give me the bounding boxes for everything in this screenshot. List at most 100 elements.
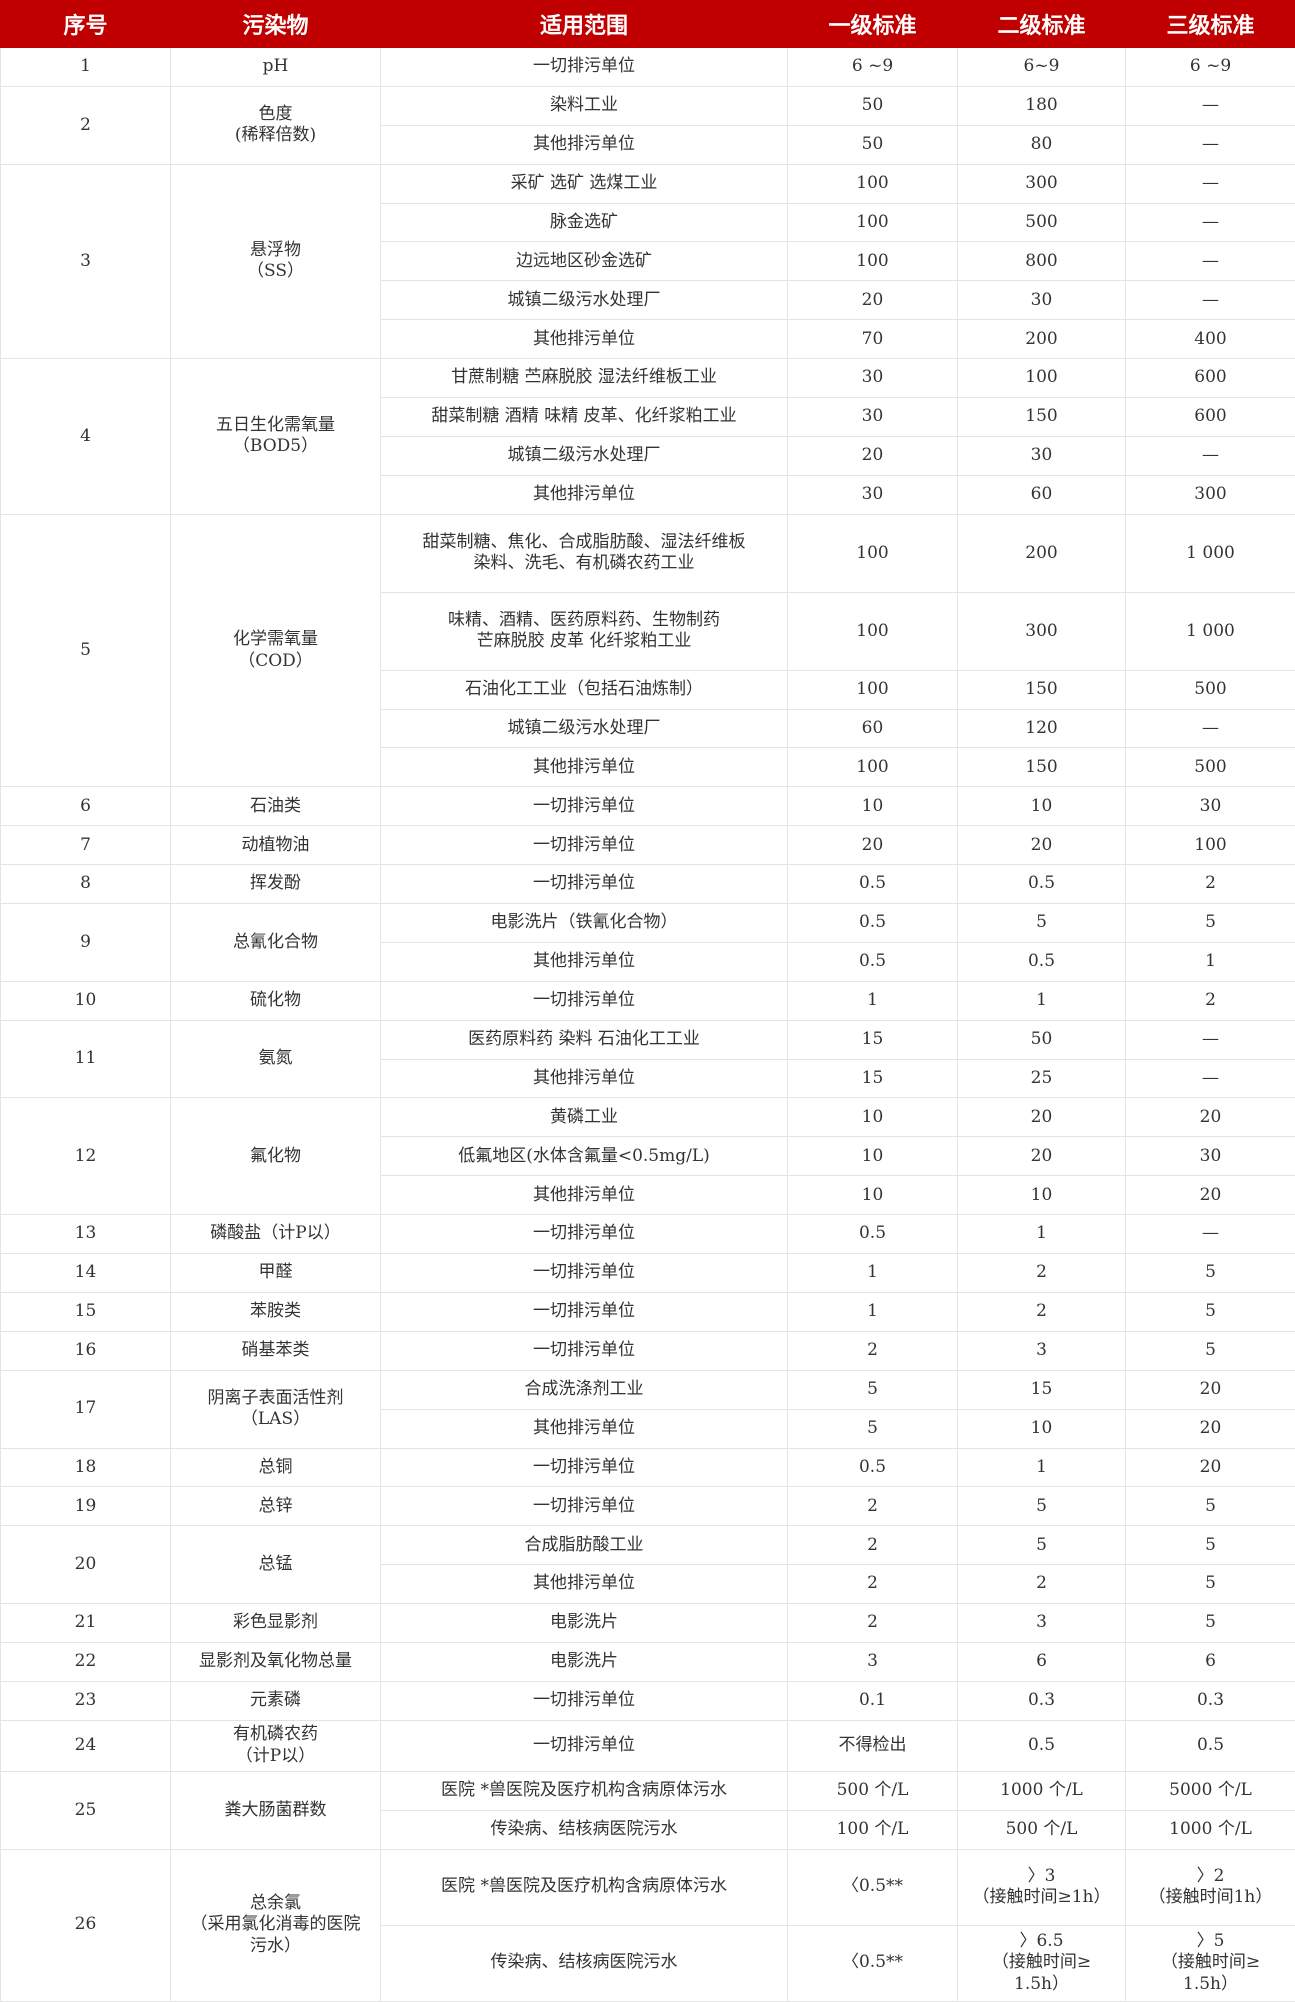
level2-value: 80 xyxy=(958,125,1126,164)
level1-value: 10 xyxy=(788,1176,958,1215)
pollutant-name: 动植物油 xyxy=(171,826,381,865)
level1-value: 0.5 xyxy=(788,1215,958,1254)
level2-value: 5 xyxy=(958,1487,1126,1526)
level1-value: 100 xyxy=(788,242,958,281)
level2-value: 5 xyxy=(958,1526,1126,1565)
row-number: 23 xyxy=(1,1681,171,1720)
scope-cell: 医药原料药 染料 石油化工工业 xyxy=(381,1020,788,1059)
level2-value: 〉6.5 （接触时间≥ 1.5h） xyxy=(958,1925,1126,2001)
level1-value: 0.5 xyxy=(788,942,958,981)
level2-value: 120 xyxy=(958,709,1126,748)
level1-value: 0.1 xyxy=(788,1681,958,1720)
level3-value: 20 xyxy=(1126,1370,1295,1409)
pollutant-name: 总铜 xyxy=(171,1448,381,1487)
scope-cell: 一切排污单位 xyxy=(381,1487,788,1526)
scope-cell: 其他排污单位 xyxy=(381,125,788,164)
level2-value: 500 xyxy=(958,203,1126,242)
level2-value: 150 xyxy=(958,670,1126,709)
level3-value: 5 xyxy=(1126,1604,1295,1643)
scope-cell: 脉金选矿 xyxy=(381,203,788,242)
header-no: 序号 xyxy=(1,1,171,48)
header-scope: 适用范围 xyxy=(381,1,788,48)
level3-value: — xyxy=(1126,125,1295,164)
level3-value: 1 xyxy=(1126,942,1295,981)
level1-value: 100 xyxy=(788,203,958,242)
level2-value: 30 xyxy=(958,436,1126,475)
scope-cell: 一切排污单位 xyxy=(381,865,788,904)
level3-value: 2 xyxy=(1126,865,1295,904)
level1-value: 5 xyxy=(788,1370,958,1409)
level1-value: 0.5 xyxy=(788,904,958,943)
pollutant-name: 总锰 xyxy=(171,1526,381,1604)
scope-cell: 采矿 选矿 选煤工业 xyxy=(381,164,788,203)
level3-value: 5 xyxy=(1126,1487,1295,1526)
row-number: 10 xyxy=(1,981,171,1020)
level1-value: 20 xyxy=(788,826,958,865)
level1-value: 20 xyxy=(788,281,958,320)
level2-value: 10 xyxy=(958,787,1126,826)
scope-cell: 甜菜制糖 酒精 味精 皮革、化纤浆粕工业 xyxy=(381,398,788,437)
level2-value: 0.5 xyxy=(958,1720,1126,1771)
level1-value: 10 xyxy=(788,1098,958,1137)
level2-value: 150 xyxy=(958,398,1126,437)
level2-value: 6~9 xyxy=(958,48,1126,87)
level3-value: 20 xyxy=(1126,1176,1295,1215)
level3-value: 400 xyxy=(1126,320,1295,359)
level3-value: 5000 个/L xyxy=(1126,1771,1295,1810)
level3-value: 5 xyxy=(1126,1526,1295,1565)
level2-value: 180 xyxy=(958,86,1126,125)
level2-value: 500 个/L xyxy=(958,1810,1126,1849)
row-number: 19 xyxy=(1,1487,171,1526)
level2-value: 3 xyxy=(958,1604,1126,1643)
scope-cell: 一切排污单位 xyxy=(381,1681,788,1720)
row-number: 9 xyxy=(1,904,171,982)
scope-cell: 一切排污单位 xyxy=(381,787,788,826)
level3-value: — xyxy=(1126,436,1295,475)
level2-value: 10 xyxy=(958,1176,1126,1215)
row-number: 20 xyxy=(1,1526,171,1604)
scope-cell: 甘蔗制糖 苎麻脱胶 湿法纤维板工业 xyxy=(381,359,788,398)
level2-value: 1000 个/L xyxy=(958,1771,1126,1810)
pollutant-name: 总锌 xyxy=(171,1487,381,1526)
level2-value: 0.5 xyxy=(958,865,1126,904)
level1-value: 100 xyxy=(788,164,958,203)
level3-value: 1000 个/L xyxy=(1126,1810,1295,1849)
scope-cell: 传染病、结核病医院污水 xyxy=(381,1810,788,1849)
level3-value: — xyxy=(1126,281,1295,320)
row-number: 8 xyxy=(1,865,171,904)
level3-value: — xyxy=(1126,242,1295,281)
level3-value: 500 xyxy=(1126,670,1295,709)
level3-value: — xyxy=(1126,1215,1295,1254)
level1-value: 50 xyxy=(788,125,958,164)
pollutant-name: 化学需氧量 （COD） xyxy=(171,514,381,787)
scope-cell: 其他排污单位 xyxy=(381,1565,788,1604)
level2-value: 0.5 xyxy=(958,942,1126,981)
row-number: 21 xyxy=(1,1604,171,1643)
row-number: 7 xyxy=(1,826,171,865)
level1-value: 500 个/L xyxy=(788,1771,958,1810)
scope-cell: 城镇二级污水处理厂 xyxy=(381,281,788,320)
pollutant-name: 元素磷 xyxy=(171,1681,381,1720)
scope-cell: 合成脂肪酸工业 xyxy=(381,1526,788,1565)
level1-value: 5 xyxy=(788,1409,958,1448)
row-number: 16 xyxy=(1,1331,171,1370)
level1-value: 不得检出 xyxy=(788,1720,958,1771)
pollutant-name: 色度 (稀释倍数) xyxy=(171,86,381,164)
row-number: 4 xyxy=(1,359,171,515)
level2-value: 25 xyxy=(958,1059,1126,1098)
scope-cell: 石油化工工业（包括石油炼制） xyxy=(381,670,788,709)
level1-value: 15 xyxy=(788,1020,958,1059)
scope-cell: 其他排污单位 xyxy=(381,748,788,787)
pollutant-name: 石油类 xyxy=(171,787,381,826)
